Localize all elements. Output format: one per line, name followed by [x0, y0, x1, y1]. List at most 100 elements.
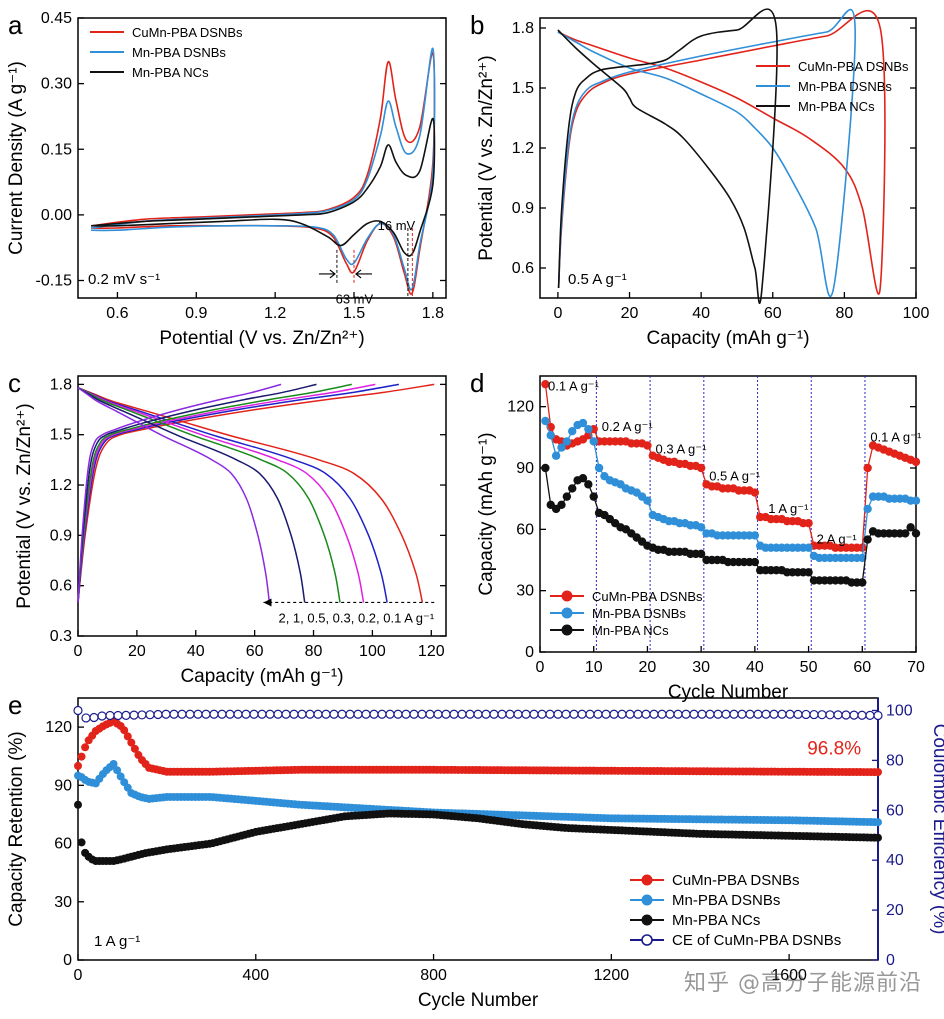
- ce-point: [329, 709, 339, 719]
- ce-point: [465, 709, 475, 719]
- rate-point: [643, 496, 652, 505]
- ce-point: [113, 710, 123, 721]
- y-tick-label: 30: [516, 583, 534, 600]
- rate-point: [568, 484, 577, 493]
- ce-point: [585, 709, 595, 719]
- rate-label: 0.1 A g⁻¹: [548, 378, 600, 393]
- ce-point: [833, 710, 843, 720]
- ce-point: [169, 709, 179, 719]
- legend-label: Mn-PBA DSNBs: [132, 45, 226, 60]
- retention-point: [81, 743, 90, 752]
- ce-point: [377, 709, 387, 719]
- ce-point: [401, 709, 411, 719]
- ce-point: [561, 709, 571, 719]
- retention-point: [874, 818, 882, 827]
- x-tick-label: 1.8: [422, 305, 444, 322]
- legend-label: Mn-PBA NCs: [798, 99, 875, 114]
- rate-point: [911, 529, 921, 538]
- ce-point: [313, 709, 323, 719]
- rate-point: [589, 492, 598, 501]
- retention-point: [130, 744, 139, 753]
- rate-point: [541, 463, 550, 473]
- x-tick-label: 40: [187, 643, 205, 660]
- rate-point: [911, 457, 921, 467]
- legend-marker: [561, 624, 573, 636]
- rate-point: [696, 523, 706, 532]
- y-tick-label: 0: [63, 952, 72, 969]
- x-axis-label: Cycle Number: [668, 682, 789, 703]
- ce-point: [361, 709, 371, 719]
- legend-label: Mn-PBA DSNBs: [592, 606, 686, 621]
- panel-label: c: [8, 368, 21, 398]
- ce-point: [321, 709, 331, 719]
- y-axis-label: Potential (V vs. Zn/Zn²⁺): [476, 55, 497, 260]
- panel-a: 0.6 0.9 1.2 1.5 1.8 -0.15 0.00 0.15 0.30 0.45 Pote…: [6, 10, 447, 349]
- rate-point: [562, 492, 572, 501]
- ce-point: [609, 709, 619, 719]
- retention-point: [874, 768, 882, 777]
- x-tick-label: 0: [74, 967, 83, 984]
- ce-point: [409, 709, 419, 719]
- x-tick-label: 100: [359, 643, 386, 660]
- y-tick-label: 120: [507, 399, 534, 416]
- legend-label: Mn-PBA NCs: [592, 623, 669, 638]
- y-tick-label: 0.15: [41, 141, 72, 158]
- x-tick-label: 10: [585, 659, 603, 676]
- ce-point: [177, 709, 187, 719]
- y2-tick-label: 20: [886, 902, 904, 919]
- panel-label: d: [470, 368, 484, 398]
- arrow: [318, 269, 336, 279]
- rate-arrow-head: [263, 598, 272, 607]
- scan-rate-annotation: 0.2 mV s⁻¹: [88, 271, 160, 288]
- x-axis-label: Capacity (mAh g⁻¹): [180, 666, 343, 687]
- rate-point: [750, 531, 760, 540]
- ce-point: [633, 709, 643, 719]
- rate-list-annotation: 2, 1, 0.5, 0.3, 0.2, 0.1 A g⁻¹: [278, 610, 434, 625]
- ce-point: [489, 709, 499, 719]
- y-tick-label: 1.5: [512, 80, 534, 97]
- x-axis-label: Potential (V vs. Zn/Zn²⁺): [159, 328, 364, 349]
- x-tick-label: 0.6: [106, 305, 128, 322]
- rate-point: [804, 568, 813, 577]
- plot-frame: [77, 375, 447, 637]
- y-axis-label: Capacity (mAh g⁻¹): [476, 432, 497, 595]
- x-tick-label: 0: [536, 659, 545, 676]
- ce-point: [529, 709, 539, 719]
- rate-point: [541, 379, 550, 389]
- ce-point: [737, 709, 747, 719]
- y-tick-label: 1.8: [50, 376, 72, 393]
- y2-tick-label: 0: [886, 952, 895, 969]
- discharge-curve: [77, 387, 388, 603]
- rate-point: [901, 529, 910, 538]
- x-tick-label: 1.2: [264, 305, 286, 322]
- x-axis-label: Capacity (mAh g⁻¹): [646, 328, 809, 349]
- ce-point: [241, 709, 251, 719]
- ce-point: [97, 711, 107, 721]
- rate-point: [863, 535, 872, 544]
- rate-point: [858, 543, 867, 552]
- ce-point: [841, 710, 851, 720]
- ce-point: [425, 709, 435, 719]
- y-tick-label: 1.5: [50, 427, 72, 444]
- ce-point: [193, 709, 203, 719]
- ce-point: [769, 709, 779, 719]
- ce-point: [641, 709, 651, 719]
- rate-point: [578, 418, 588, 428]
- ce-point: [809, 709, 819, 720]
- ce-point: [521, 709, 531, 719]
- ce-point: [649, 709, 659, 719]
- legend-label: CE of CuMn-PBA DSNBs: [672, 932, 841, 949]
- x-tick-label: 30: [692, 659, 710, 676]
- y-tick-label: 60: [516, 521, 534, 538]
- ce-point: [817, 710, 827, 720]
- retention-point: [874, 833, 882, 842]
- charge-curve: [77, 383, 282, 603]
- retention-point: [123, 732, 132, 741]
- retention-point: [116, 772, 125, 781]
- charge-curve: [77, 383, 352, 603]
- ce-point: [305, 709, 315, 719]
- charge-curve: [77, 383, 400, 603]
- y-tick-label: 0.6: [50, 578, 72, 595]
- rate-point: [578, 474, 588, 483]
- ce-point: [681, 709, 691, 719]
